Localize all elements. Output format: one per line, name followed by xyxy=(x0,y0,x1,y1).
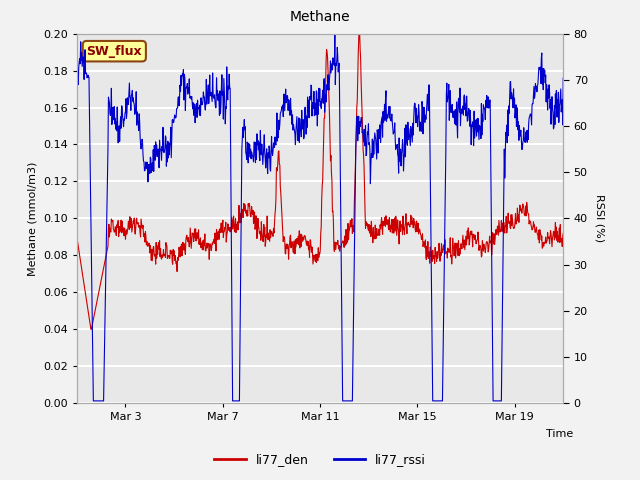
X-axis label: Time: Time xyxy=(546,429,573,439)
Text: SW_flux: SW_flux xyxy=(86,45,142,58)
Legend: li77_den, li77_rssi: li77_den, li77_rssi xyxy=(209,448,431,471)
Y-axis label: Methane (mmol/m3): Methane (mmol/m3) xyxy=(28,161,38,276)
Y-axis label: RSSI (%): RSSI (%) xyxy=(595,194,604,242)
Text: Methane: Methane xyxy=(290,10,350,24)
